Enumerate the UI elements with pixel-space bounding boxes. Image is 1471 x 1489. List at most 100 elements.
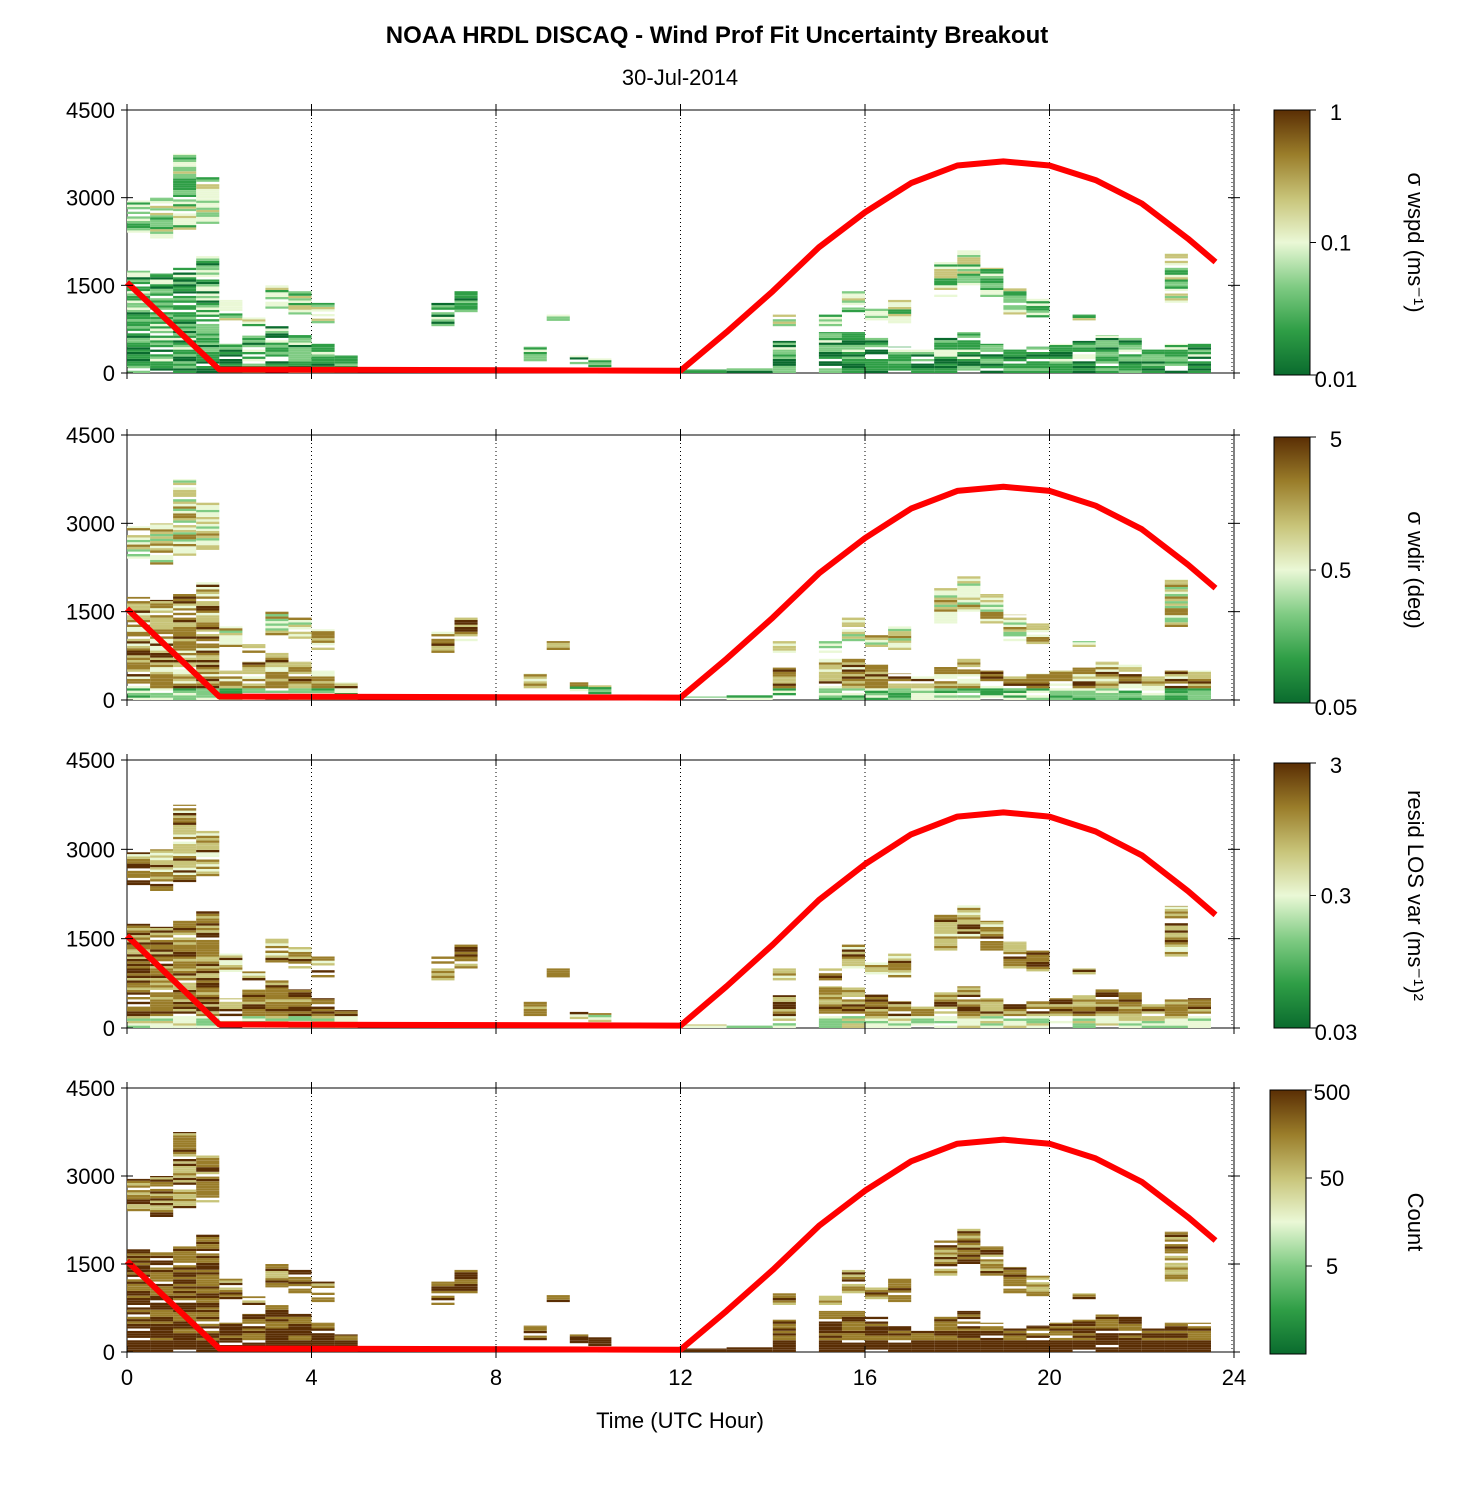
heatmap-cell [1118,1342,1142,1345]
heatmap-cell [1118,681,1142,684]
heatmap-cell [934,690,958,693]
heatmap-cell [150,1333,174,1336]
heatmap-cell [288,298,312,301]
heatmap-cell [1164,692,1188,696]
heatmap-cell [150,883,174,887]
heatmap-cell [841,631,865,635]
heatmap-cell [980,926,1004,930]
heatmap-cell [219,635,243,638]
heatmap-cell [888,1330,912,1334]
heatmap-cell [957,609,981,612]
heatmap-cell [288,1006,312,1009]
heatmap-cell [150,610,174,613]
heatmap-cell [1072,674,1096,677]
heatmap-cell [454,947,478,950]
heatmap-cell [1095,697,1119,700]
heatmap-cell [173,669,197,672]
heatmap-cell [934,276,958,279]
heatmap-cell [173,286,197,289]
heatmap-cell [242,989,266,993]
heatmap-cell [934,1330,958,1334]
heatmap-cell [150,1319,174,1322]
heatmap-cell [980,941,1004,944]
heatmap-cell [1164,681,1188,684]
heatmap-cell [1026,305,1050,309]
colorbar-gradient [1273,109,1311,376]
heatmap-cell [588,358,612,361]
heatmap-cell [127,1201,151,1205]
heatmap-cell [173,1203,197,1206]
heatmap-cell [818,692,842,696]
heatmap-cell [1164,591,1188,594]
heatmap-cell [265,625,289,629]
heatmap-cell [242,1016,266,1019]
heatmap-cell [127,997,151,1000]
heatmap-cell [265,630,289,633]
heatmap-cell [957,347,981,350]
heatmap-cell [546,316,570,319]
heatmap-cell [1118,692,1142,696]
heatmap-cell [150,1025,174,1028]
heatmap-cell [1141,354,1165,357]
heatmap-cell [1072,678,1096,682]
heatmap-cell [1164,916,1188,919]
heatmap-cell [173,685,197,689]
heatmap-cell [196,1286,220,1289]
heatmap-cell [841,300,865,303]
heatmap-cell [934,941,958,944]
heatmap-cell [196,267,220,271]
heatmap-cell [173,692,197,696]
heatmap-cell [841,342,865,345]
heatmap-cell [173,1142,197,1145]
heatmap-cell [1026,310,1050,313]
heatmap-cell [841,1025,865,1028]
heatmap-cell [1003,293,1027,296]
heatmap-cell [1187,1347,1211,1350]
heatmap-cell [288,1281,312,1284]
heatmap-cell [150,548,174,551]
heatmap-cell [1187,366,1211,369]
heatmap-cell [150,850,174,853]
heatmap-cell [980,948,1004,951]
heatmap-cell [127,954,151,957]
heatmap-cell [196,1298,220,1301]
heatmap-cell [841,1335,865,1338]
heatmap-cell [1003,288,1027,292]
heatmap-cell [1003,1335,1027,1338]
heatmap-cell [1164,1322,1188,1324]
heatmap-cell [1118,994,1142,997]
heatmap-cell [219,998,243,1000]
heatmap-cell [841,344,865,348]
heatmap-cell [1118,1347,1142,1350]
heatmap-cell [288,1276,312,1280]
heatmap-cell [865,368,889,371]
heatmap-cell [127,1281,151,1284]
heatmap-cell [818,1330,842,1334]
heatmap-cell [680,1025,727,1028]
heatmap-cell [818,356,842,359]
heatmap-cell [934,914,958,918]
heatmap-cell [818,344,842,348]
heatmap-cell [841,1349,865,1352]
heatmap-cell [173,1293,197,1296]
heatmap-cell [288,293,312,296]
heatmap-cell [431,1295,455,1298]
heatmap-cell [818,989,842,993]
heatmap-cell [1164,1335,1188,1338]
heatmap-cell [1072,692,1096,696]
heatmap-cell [127,337,151,341]
heatmap-cell [196,312,220,315]
heatmap-cell [196,1186,220,1189]
heatmap-cell [934,1257,958,1260]
heatmap-cell [173,503,197,507]
heatmap-cell [1118,697,1142,700]
heatmap-cell [1187,347,1211,350]
heatmap-cell [265,997,289,1000]
chart-title: NOAA HRDL DISCAQ - Wind Prof Fit Uncerta… [385,22,1049,49]
heatmap-cell [1187,1349,1211,1352]
heatmap-cell [219,681,243,684]
heatmap-cell [173,1260,197,1263]
heatmap-cell [288,683,312,686]
heatmap-cell [127,987,151,990]
heatmap-cell [173,1189,197,1192]
